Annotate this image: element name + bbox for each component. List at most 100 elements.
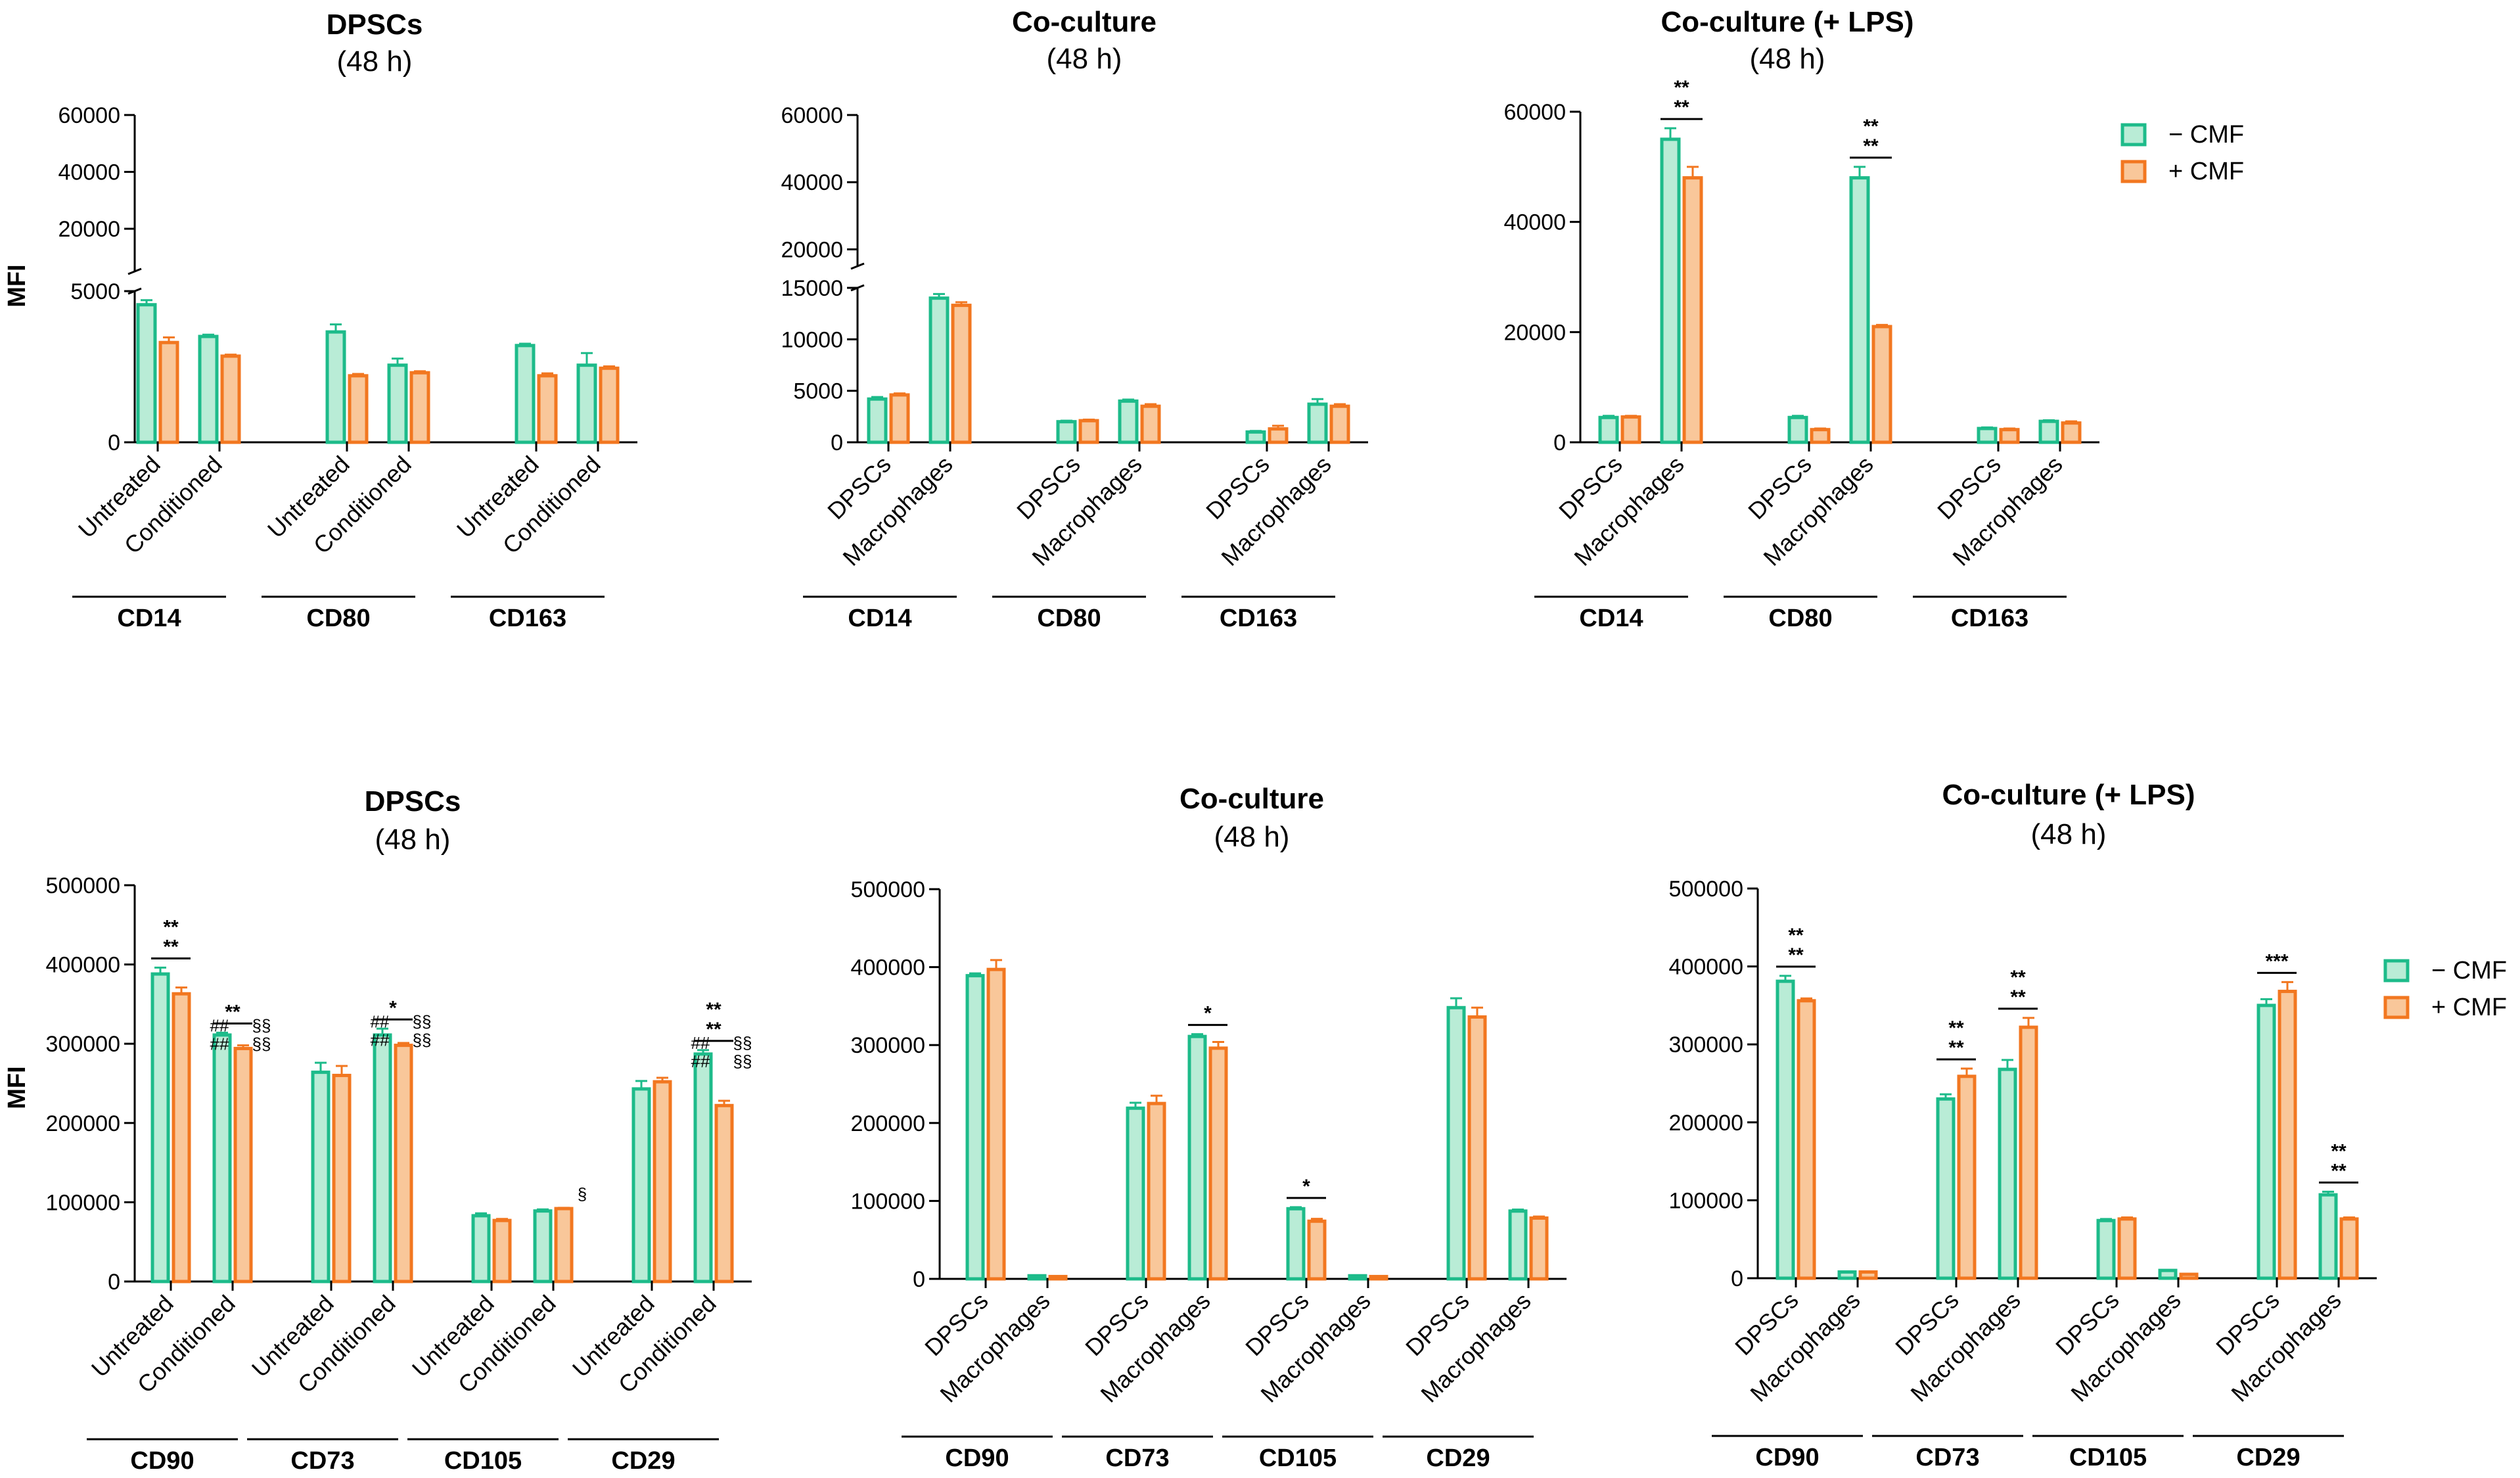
bar-plus-cmf bbox=[1329, 404, 1350, 444]
legend-label-minus-cmf: − CMF bbox=[2431, 957, 2507, 984]
bar-minus-cmf bbox=[1307, 402, 1328, 444]
legend-swatch-plus-cmf bbox=[2383, 996, 2410, 1019]
group-label: CD29 bbox=[1426, 1444, 1490, 1472]
bar-plus-cmf bbox=[1871, 325, 1892, 444]
significance-stars: ** bbox=[1788, 944, 1804, 966]
bar-minus-cmf bbox=[2038, 419, 2059, 444]
y-tick-label: 40000 bbox=[781, 170, 843, 195]
group-label: CD90 bbox=[945, 1444, 1009, 1472]
bar-minus-cmf bbox=[2257, 1004, 2276, 1280]
y-tick-label: 0 bbox=[108, 1270, 120, 1295]
bar-plus-cmf bbox=[986, 967, 1006, 1281]
bar-plus-cmf bbox=[1208, 1046, 1228, 1281]
group-label: CD80 bbox=[306, 605, 370, 632]
bar-plus-cmf bbox=[348, 374, 369, 444]
panel-title: DPSCs bbox=[327, 9, 423, 41]
bar-minus-cmf bbox=[1849, 176, 1870, 444]
y-tick-label: 60000 bbox=[1503, 100, 1566, 125]
bar-minus-cmf bbox=[373, 1033, 392, 1283]
significance-stars: ** bbox=[1674, 77, 1689, 99]
panel-3: Co-culture (+ LPS) (48 h) 0 20000 40000 60000… bbox=[1503, 6, 2099, 632]
bar-plus-cmf bbox=[1957, 1074, 1977, 1280]
hash-marker: ## bbox=[691, 1033, 710, 1053]
y-tick-label: 100000 bbox=[851, 1189, 925, 1214]
bar-minus-cmf bbox=[631, 1087, 651, 1283]
bar-plus-cmf bbox=[172, 992, 191, 1283]
x-tick-label: Macrophages bbox=[1745, 1287, 1865, 1407]
y-tick-label: 200000 bbox=[46, 1111, 120, 1136]
group-label: CD73 bbox=[290, 1447, 354, 1475]
y-tick-label: 0 bbox=[1731, 1266, 1743, 1291]
significance-stars: ** bbox=[706, 999, 722, 1021]
y-tick-label: 0 bbox=[1553, 430, 1566, 455]
x-tick-label: Macrophages bbox=[1095, 1287, 1215, 1408]
x-tick-label: Macrophages bbox=[934, 1287, 1055, 1408]
y-tick-label: 20000 bbox=[1503, 320, 1566, 345]
significance-stars: ** bbox=[1863, 116, 1879, 137]
bar-minus-cmf bbox=[1245, 430, 1266, 444]
legend-swatch-minus-cmf bbox=[2383, 959, 2410, 982]
significance-stars: ** bbox=[1674, 97, 1689, 118]
y-tick-label: 300000 bbox=[851, 1033, 925, 1058]
bar-plus-cmf bbox=[1797, 999, 1816, 1280]
section-marker: §§ bbox=[252, 1034, 271, 1053]
y-tick-label: 400000 bbox=[851, 956, 925, 981]
panel-title: DPSCs bbox=[365, 785, 461, 818]
significance-stars: ** bbox=[163, 916, 179, 938]
panel-subtitle: (48 h) bbox=[337, 45, 413, 78]
bar-minus-cmf bbox=[1598, 415, 1619, 444]
y-tick-label: 0 bbox=[913, 1267, 925, 1292]
legend-swatch-plus-cmf bbox=[2120, 160, 2147, 183]
y-tick-label: 400000 bbox=[1669, 955, 1743, 980]
significance-stars: ** bbox=[706, 1019, 722, 1040]
bar-plus-cmf bbox=[2278, 990, 2297, 1280]
bar-plus-cmf bbox=[492, 1218, 512, 1283]
bar-minus-cmf bbox=[1056, 420, 1077, 444]
x-tick-label: Macrophages bbox=[837, 451, 957, 571]
x-tick-label: Macrophages bbox=[1905, 1287, 2025, 1407]
significance-stars: *** bbox=[2265, 950, 2288, 972]
y-tick-label: 20000 bbox=[58, 217, 120, 242]
bar-plus-cmf bbox=[1140, 404, 1161, 444]
bar-minus-cmf bbox=[1446, 1005, 1466, 1281]
bar-minus-cmf bbox=[515, 344, 536, 444]
significance-stars: ** bbox=[225, 1001, 241, 1023]
bar-minus-cmf bbox=[1118, 399, 1139, 444]
group-label: CD105 bbox=[444, 1447, 522, 1475]
bar-minus-cmf bbox=[311, 1071, 331, 1283]
legend-1: − CMF + CMF bbox=[2120, 121, 2244, 185]
bar-minus-cmf bbox=[471, 1214, 491, 1283]
bar-plus-cmf bbox=[714, 1103, 734, 1283]
bar-plus-cmf bbox=[220, 354, 241, 444]
bar-minus-cmf bbox=[2318, 1193, 2338, 1280]
panel-subtitle: (48 h) bbox=[2031, 818, 2107, 850]
bar-minus-cmf bbox=[1286, 1207, 1306, 1281]
panel-1: DPSCs(48 h)05000200004000060000MFIUntrea… bbox=[3, 9, 637, 632]
y-tick-label: 15000 bbox=[781, 276, 843, 301]
section-marker: §§ bbox=[733, 1033, 752, 1053]
significance-stars: ** bbox=[2010, 986, 2026, 1008]
bar-plus-cmf bbox=[2019, 1025, 2038, 1280]
bar-minus-cmf bbox=[576, 363, 597, 444]
y-tick-label: 500000 bbox=[46, 873, 120, 898]
panel-subtitle: (48 h) bbox=[1047, 43, 1122, 75]
axis-break-mark bbox=[850, 262, 865, 270]
bar-minus-cmf bbox=[1837, 1270, 1857, 1280]
x-tick-label: Macrophages bbox=[1255, 1287, 1375, 1408]
y-axis-label: MFI bbox=[3, 1066, 31, 1109]
bar-minus-cmf bbox=[533, 1209, 553, 1283]
panel-2: Co-culture (48 h) 0 5000 10000 15000 20000 4000… bbox=[781, 6, 1368, 632]
y-tick-label: 300000 bbox=[46, 1032, 120, 1057]
bar-minus-cmf bbox=[325, 330, 346, 444]
bar-plus-cmf bbox=[653, 1080, 672, 1283]
x-tick-label: Macrophages bbox=[1569, 451, 1689, 571]
y-tick-label: 40000 bbox=[58, 160, 120, 185]
significance-stars: ** bbox=[1948, 1037, 1964, 1059]
group-label: CD80 bbox=[1037, 605, 1101, 632]
bar-minus-cmf bbox=[965, 974, 985, 1281]
group-label: CD73 bbox=[1105, 1444, 1169, 1472]
bar-plus-cmf bbox=[1529, 1216, 1549, 1281]
bar-minus-cmf bbox=[387, 363, 408, 444]
y-tick-label: 500000 bbox=[851, 877, 925, 902]
